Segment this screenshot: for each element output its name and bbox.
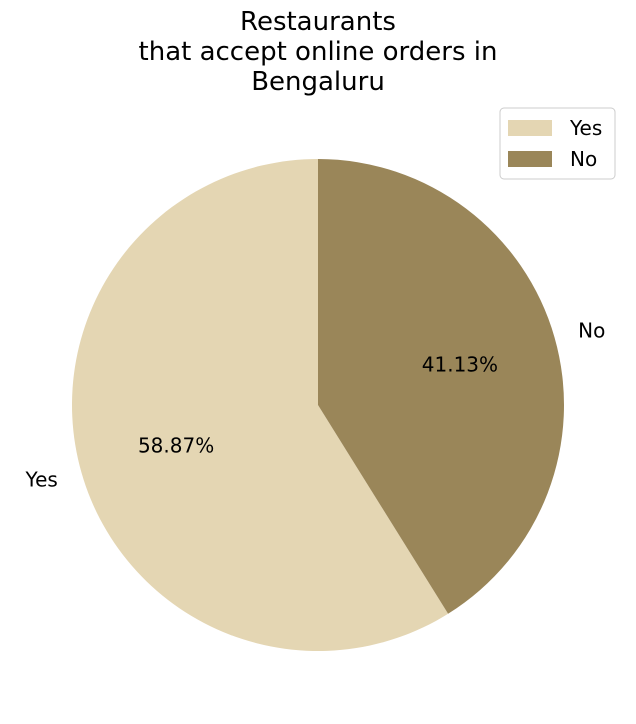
percent-label-yes: 58.87% [138, 434, 214, 458]
slice-labels: Yes No [25, 319, 606, 492]
slice-label-no: No [578, 319, 605, 343]
legend-swatch-no [508, 151, 552, 167]
percent-label-no: 41.13% [422, 352, 498, 376]
legend-label-yes: Yes [569, 116, 602, 140]
legend: Yes No [499, 107, 616, 180]
pie-slice-yes [71, 159, 449, 652]
slice-label-yes: Yes [25, 467, 58, 491]
chart-title-line: that accept online orders in [139, 37, 498, 67]
pie-slices [71, 159, 564, 652]
chart-title-line: Restaurants [240, 7, 396, 37]
chart-title-line: Bengaluru [251, 67, 385, 97]
pie-slice-no [318, 159, 564, 614]
legend-swatch-yes [508, 120, 552, 136]
legend-label-no: No [570, 147, 597, 171]
percent-labels: 58.87% 41.13% [138, 352, 498, 457]
